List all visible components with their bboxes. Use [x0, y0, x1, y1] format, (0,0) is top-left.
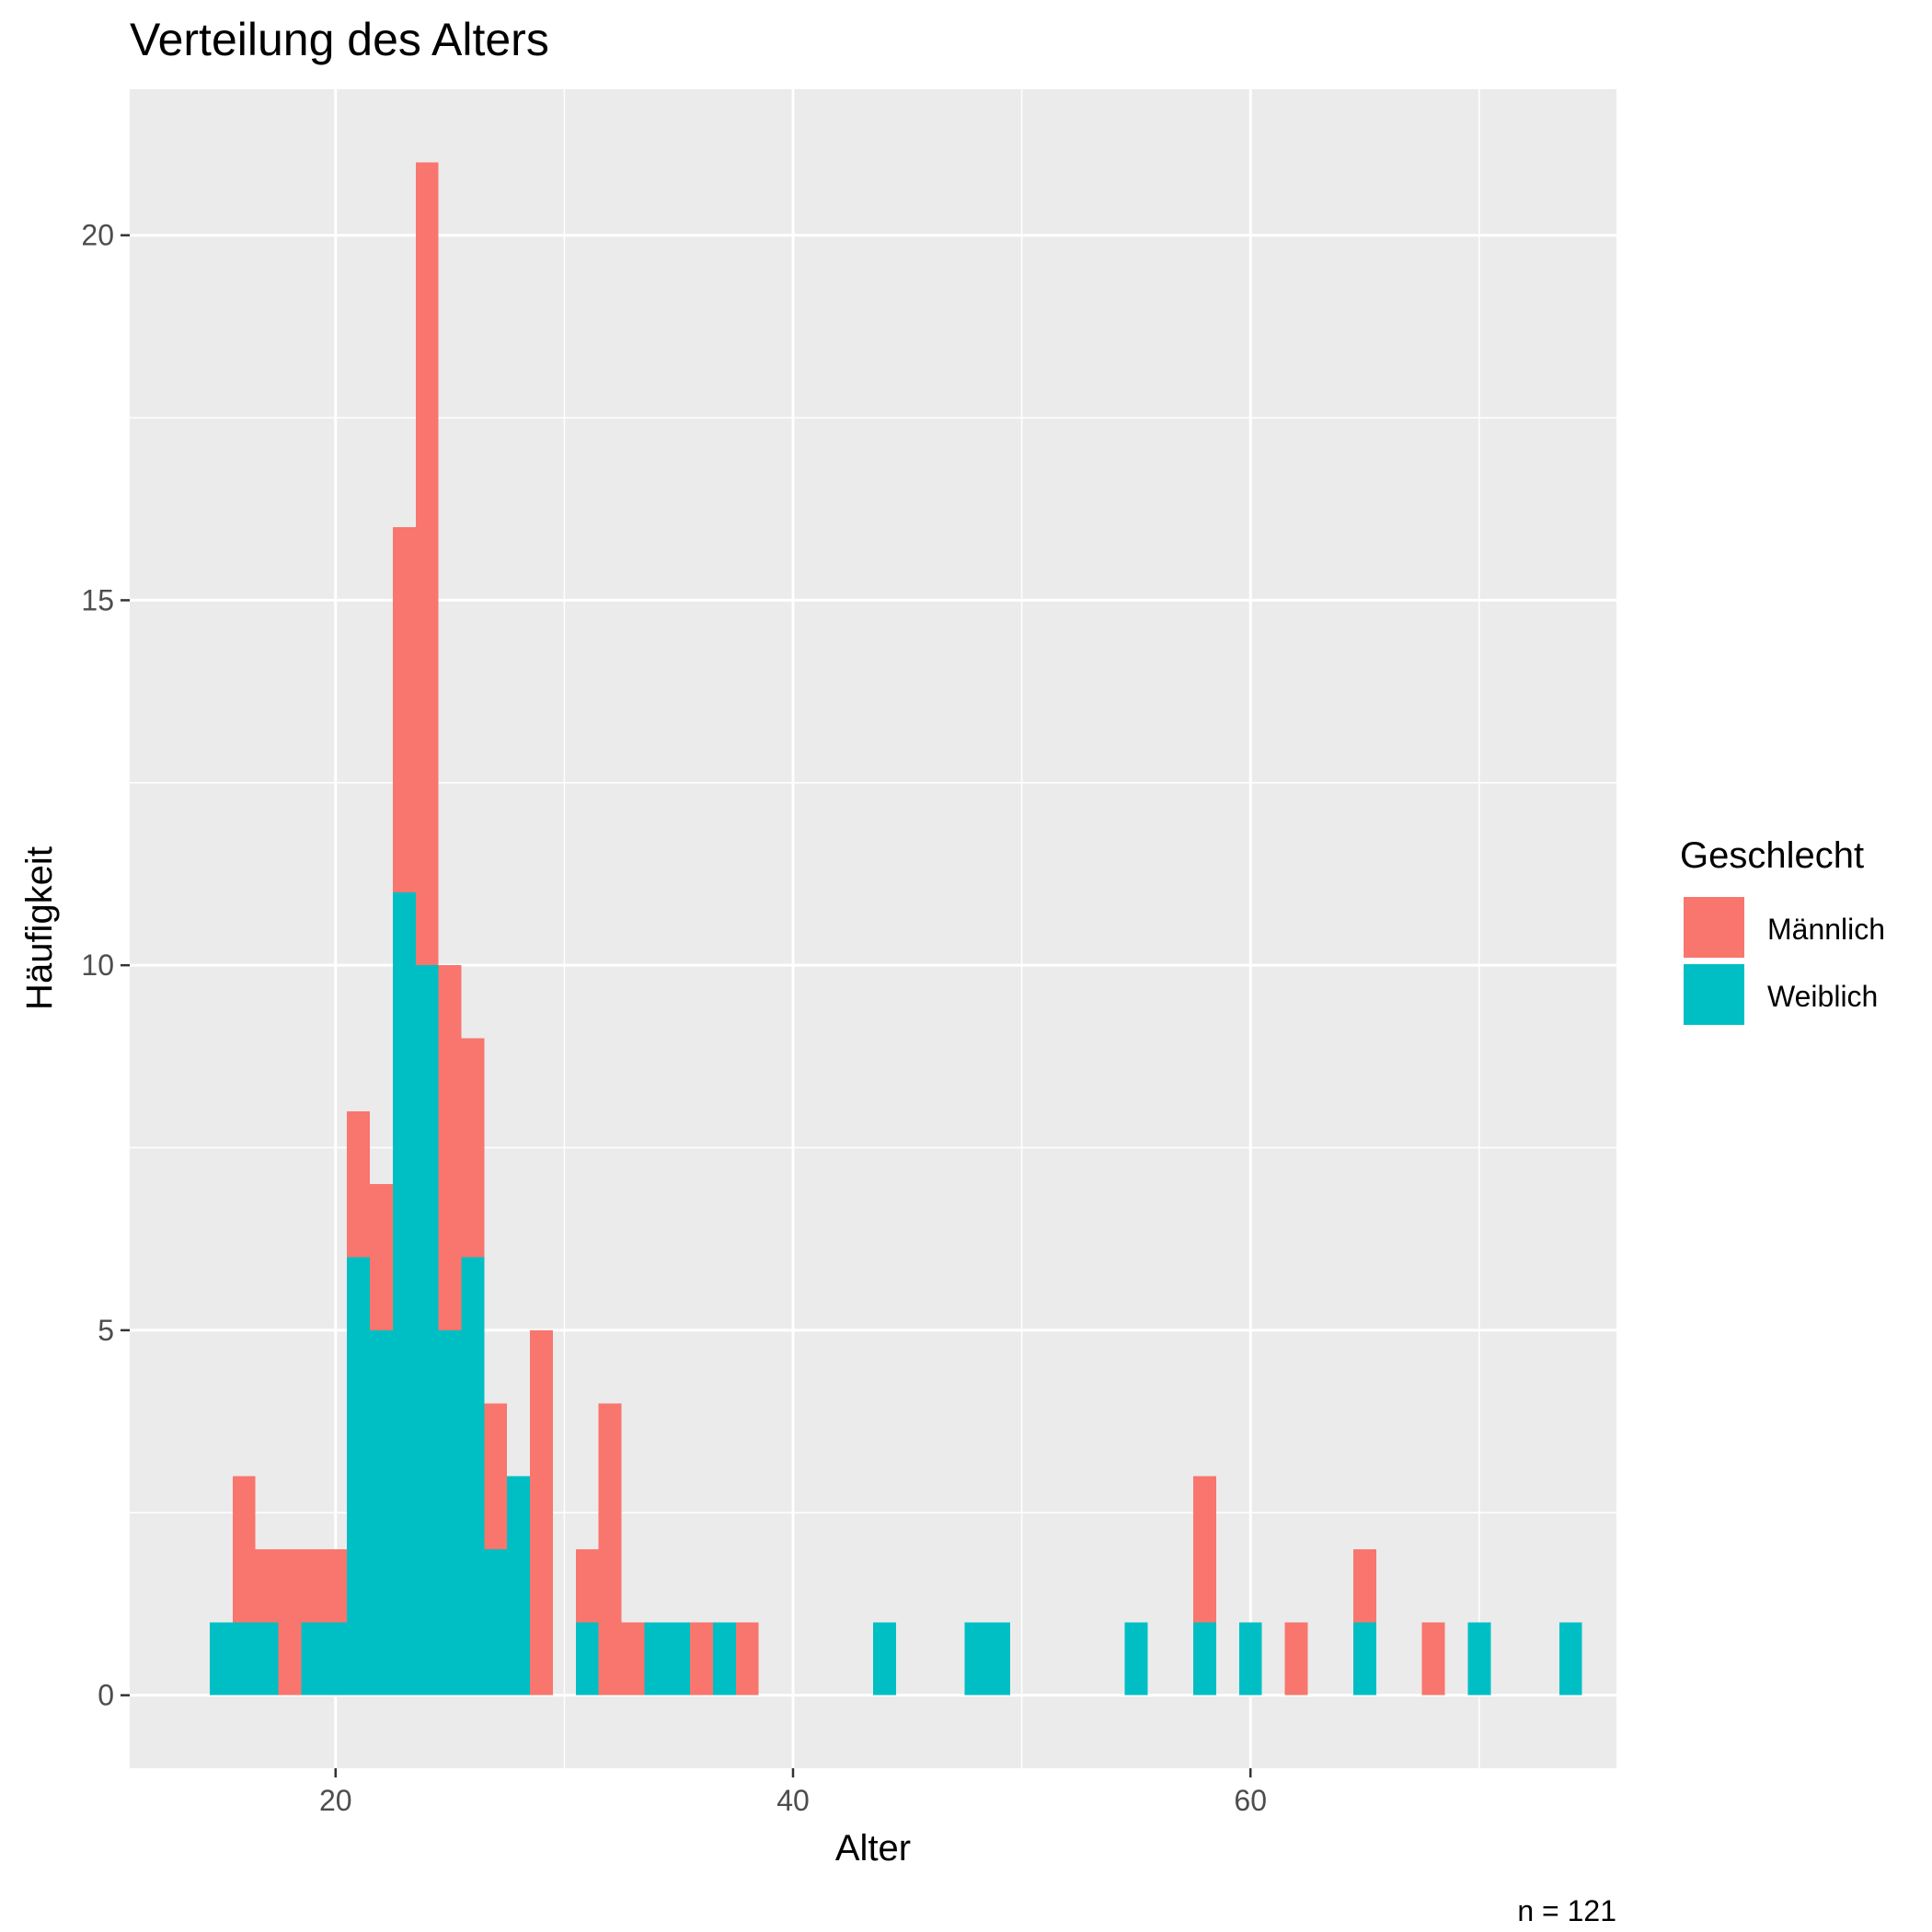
bar-weiblich-16 [232, 1622, 256, 1696]
bar-maennlich-38 [735, 1622, 759, 1696]
x-tick-label: 20 [319, 1784, 352, 1817]
bar-maennlich-23 [392, 527, 416, 892]
legend-title: Geschlecht [1680, 835, 1864, 876]
bar-weiblich-74 [1558, 1622, 1582, 1696]
bar-maennlich-16 [232, 1476, 256, 1623]
y-axis: 0 5 10 15 20 [81, 219, 130, 1712]
bar-maennlich-36 [690, 1622, 713, 1696]
bar-weiblich-44 [873, 1622, 896, 1696]
bar-weiblich-21 [347, 1257, 371, 1696]
y-tick-label: 0 [98, 1679, 114, 1712]
bar-maennlich-29 [530, 1329, 553, 1696]
bar-weiblich-49 [987, 1622, 1011, 1696]
bar-weiblich-55 [1124, 1622, 1148, 1696]
y-tick-label: 20 [81, 219, 114, 252]
legend-swatch-weiblich [1684, 964, 1744, 1025]
bar-weiblich-65 [1353, 1622, 1376, 1696]
chart-title: Verteilung des Alters [130, 14, 549, 65]
bar-weiblich-34 [644, 1622, 668, 1696]
bar-weiblich-27 [484, 1548, 508, 1696]
bar-weiblich-31 [575, 1622, 599, 1696]
y-tick-label: 10 [81, 949, 114, 982]
bar-weiblich-28 [507, 1476, 531, 1696]
bar-weiblich-37 [712, 1622, 736, 1696]
bar-weiblich-20 [324, 1622, 348, 1696]
bar-weiblich-60 [1238, 1622, 1262, 1696]
caption-sample-size: n = 121 [1517, 1894, 1616, 1927]
x-tick-label: 60 [1234, 1784, 1267, 1817]
y-tick-label: 5 [98, 1314, 114, 1347]
bar-weiblich-25 [438, 1329, 462, 1696]
bar-weiblich-26 [461, 1257, 485, 1696]
bar-weiblich-19 [301, 1622, 325, 1696]
y-axis-title: Häufigkeit [19, 846, 60, 1010]
bar-maennlich-22 [370, 1184, 393, 1330]
bar-maennlich-58 [1193, 1476, 1216, 1623]
bar-maennlich-25 [438, 965, 462, 1330]
bar-maennlich-32 [598, 1403, 622, 1696]
bar-maennlich-20 [324, 1548, 348, 1623]
bar-maennlich-31 [575, 1548, 599, 1623]
bar-maennlich-33 [621, 1622, 645, 1696]
bar-maennlich-17 [255, 1548, 279, 1623]
y-tick-label: 15 [81, 583, 114, 616]
bar-maennlich-27 [484, 1403, 508, 1549]
legend-label-maennlich: Männlich [1767, 913, 1885, 946]
bar-maennlich-19 [301, 1548, 325, 1623]
bar-weiblich-35 [667, 1622, 691, 1696]
bar-weiblich-23 [392, 891, 416, 1696]
bar-weiblich-17 [255, 1622, 279, 1696]
bar-maennlich-26 [461, 1038, 485, 1258]
legend-label-weiblich: Weiblich [1767, 980, 1878, 1013]
bar-weiblich-48 [964, 1622, 988, 1696]
bar-weiblich-58 [1193, 1622, 1216, 1696]
x-axis: 20 40 60 [319, 1768, 1267, 1817]
histogram-bars [210, 162, 1582, 1696]
x-tick-label: 40 [776, 1784, 810, 1817]
bar-maennlich-18 [278, 1548, 302, 1696]
bar-weiblich-15 [210, 1622, 233, 1696]
legend-swatch-maennlich [1684, 897, 1744, 958]
x-axis-title: Alter [835, 1828, 911, 1869]
bar-weiblich-70 [1467, 1622, 1491, 1696]
bar-maennlich-21 [347, 1110, 371, 1258]
legend: Geschlecht Männlich Weiblich [1680, 835, 1885, 1025]
bar-maennlich-65 [1353, 1548, 1376, 1623]
bar-weiblich-24 [415, 965, 439, 1696]
bar-maennlich-68 [1421, 1622, 1445, 1696]
legend-entry-weiblich: Weiblich [1684, 964, 1878, 1025]
legend-entry-maennlich: Männlich [1684, 897, 1885, 958]
bar-weiblich-22 [370, 1329, 393, 1696]
bar-maennlich-62 [1284, 1622, 1308, 1696]
bar-maennlich-24 [415, 162, 439, 966]
